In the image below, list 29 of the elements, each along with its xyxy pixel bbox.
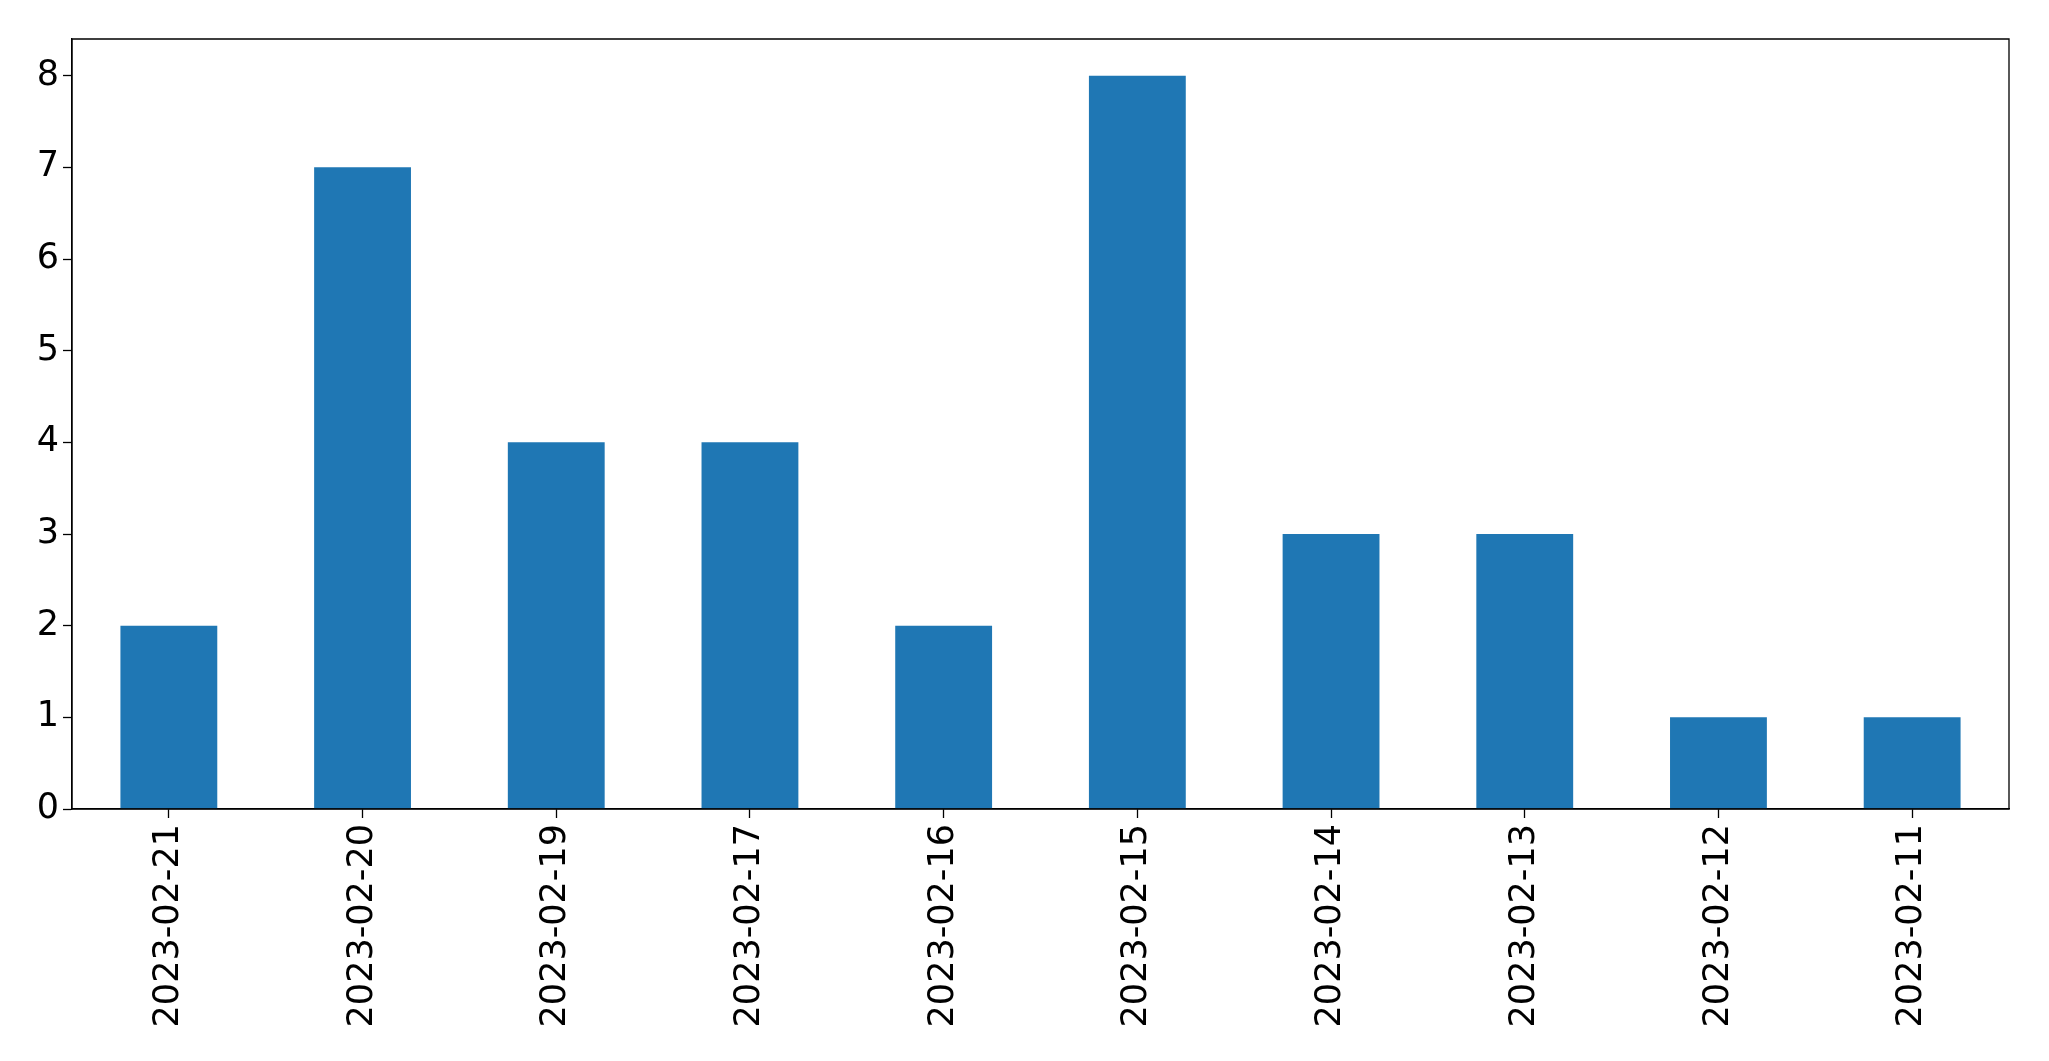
y-tick-label: 1 (36, 694, 59, 735)
bar (1282, 534, 1380, 809)
x-tick-label: 2023-02-11 (1889, 824, 1930, 1028)
x-tick-label: 2023-02-14 (1308, 824, 1349, 1028)
bar (1863, 717, 1961, 809)
y-tick-label: 7 (36, 144, 59, 185)
y-tick-label: 3 (36, 511, 59, 552)
bar (507, 442, 605, 809)
x-tick-label: 2023-02-12 (1695, 824, 1736, 1028)
y-tick-label: 2 (36, 602, 59, 643)
bar (895, 625, 993, 809)
y-tick-label: 4 (36, 419, 59, 460)
x-tick-label: 2023-02-17 (727, 824, 768, 1028)
bar (1670, 717, 1767, 809)
x-tick-label: 2023-02-13 (1501, 824, 1542, 1028)
x-tick-label: 2023-02-19 (533, 824, 574, 1028)
bar (701, 442, 799, 809)
y-tick-label: 8 (36, 52, 59, 93)
bar (314, 167, 411, 809)
x-tick-label: 2023-02-16 (920, 824, 961, 1028)
bar (1476, 534, 1574, 809)
x-tick-label: 2023-02-15 (1114, 824, 1155, 1028)
x-tick-label: 2023-02-21 (145, 824, 186, 1028)
y-tick-label: 5 (36, 327, 59, 368)
y-tick-label: 6 (36, 236, 59, 277)
bar (1088, 75, 1186, 809)
x-tick-label: 2023-02-20 (339, 824, 380, 1028)
y-tick-label: 0 (36, 786, 59, 827)
bar (120, 625, 218, 809)
